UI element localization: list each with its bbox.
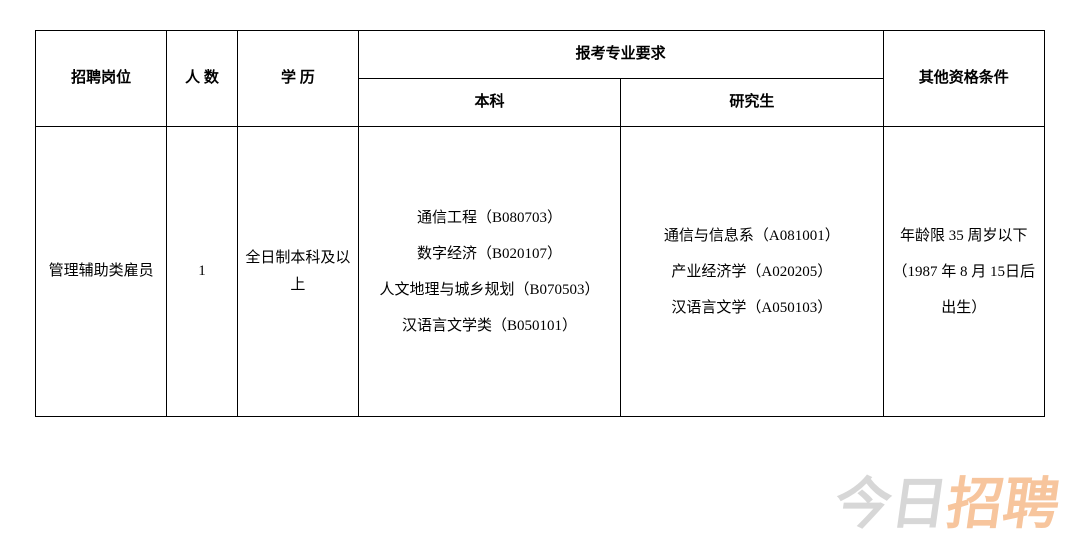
- data-row: 管理辅助类雇员 1 全日制本科及以上 通信工程（B080703）数字经济（B02…: [36, 127, 1045, 417]
- watermark: 今日招聘: [830, 459, 1065, 540]
- header-row-1: 招聘岗位 人 数 学 历 报考专业要求 其他资格条件: [36, 31, 1045, 79]
- header-major-group: 报考专业要求: [358, 31, 883, 79]
- watermark-gray: 今日: [831, 472, 952, 535]
- cell-undergrad: 通信工程（B080703）数字经济（B020107）人文地理与城乡规划（B070…: [358, 127, 620, 417]
- cell-count: 1: [167, 127, 238, 417]
- header-grad: 研究生: [621, 79, 883, 127]
- cell-education: 全日制本科及以上: [237, 127, 358, 417]
- recruitment-table: 招聘岗位 人 数 学 历 报考专业要求 其他资格条件 本科 研究生 管理辅助类雇…: [35, 30, 1045, 417]
- cell-other: 年龄限 35 周岁以下（1987 年 8 月 15日后出生）: [883, 127, 1044, 417]
- header-education: 学 历: [237, 31, 358, 127]
- header-position: 招聘岗位: [36, 31, 167, 127]
- header-count: 人 数: [167, 31, 238, 127]
- header-other: 其他资格条件: [883, 31, 1044, 127]
- watermark-orange: 招聘: [943, 472, 1064, 535]
- cell-position: 管理辅助类雇员: [36, 127, 167, 417]
- cell-grad: 通信与信息系（A081001）产业经济学（A020205）汉语言文学（A0501…: [621, 127, 883, 417]
- header-undergrad: 本科: [358, 79, 620, 127]
